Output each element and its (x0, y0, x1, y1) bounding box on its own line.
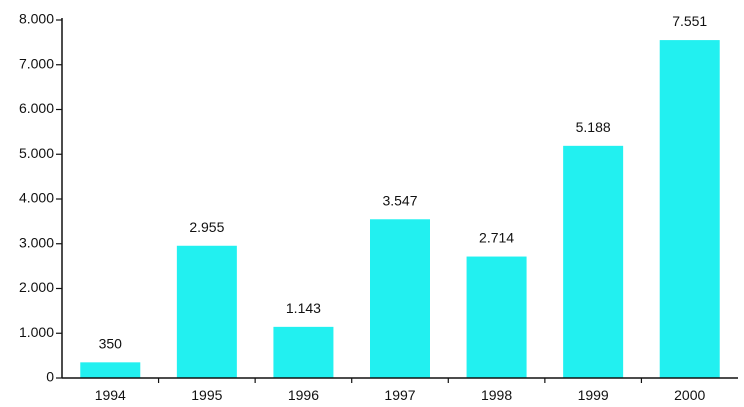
bar-1996 (273, 326, 334, 378)
bars (80, 40, 720, 379)
data-label-1997: 3.547 (382, 192, 417, 208)
data-label-1999: 5.188 (576, 119, 611, 135)
y-tick-label: 0 (46, 369, 54, 385)
x-axis-ticks: 1994 1995 1996 1997 1998 1999 2000 (95, 378, 705, 403)
y-tick-label: 4.000 (19, 190, 54, 206)
axes (61, 18, 738, 379)
x-tick-label-1994: 1994 (95, 387, 126, 403)
y-tick-label: 7.000 (19, 55, 54, 71)
x-tick-label-1997: 1997 (384, 387, 415, 403)
x-tick-label-2000: 2000 (674, 387, 705, 403)
data-label-1996: 1.143 (286, 300, 321, 316)
bar-1994 (80, 362, 141, 378)
x-tick-label-1998: 1998 (481, 387, 512, 403)
y-tick-label: 3.000 (19, 234, 54, 250)
x-tick-label-1996: 1996 (288, 387, 319, 403)
data-label-1995: 2.955 (189, 219, 224, 235)
y-tick-label: 2.000 (19, 279, 54, 295)
data-labels: 350 2.955 1.143 3.547 2.714 5.188 7.551 (99, 13, 708, 351)
y-tick-label: 1.000 (19, 324, 54, 340)
bar-2000 (659, 40, 720, 379)
bar-1997 (370, 219, 430, 378)
x-tick-label-1995: 1995 (191, 387, 222, 403)
y-tick-label: 5.000 (19, 145, 54, 161)
data-label-1998: 2.714 (479, 230, 514, 246)
y-axis-ticks: 0 1.000 2.000 3.000 4.000 5.000 6.000 7.000 8.00… (19, 11, 62, 385)
bar-1998 (466, 256, 527, 378)
data-label-1994: 350 (99, 335, 123, 351)
bar-1999 (563, 145, 624, 378)
bar-1995 (176, 245, 237, 378)
y-tick-label: 8.000 (19, 11, 54, 27)
x-tick-label-1999: 1999 (578, 387, 609, 403)
data-label-2000: 7.551 (672, 13, 707, 29)
y-tick-label: 6.000 (19, 100, 54, 116)
